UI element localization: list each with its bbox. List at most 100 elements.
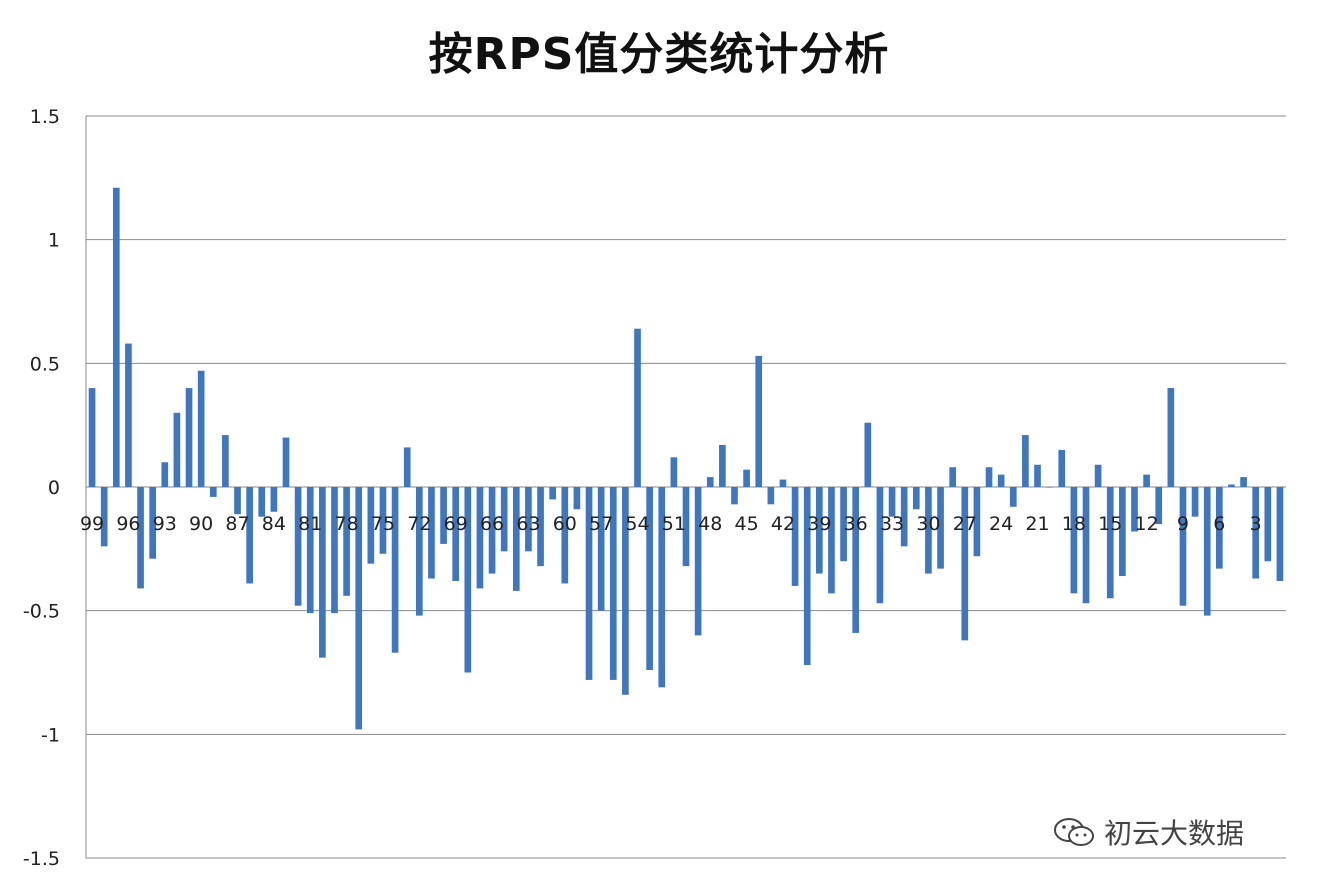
x-tick-label: 93	[153, 513, 177, 535]
x-tick-label: 69	[444, 513, 468, 535]
bar	[585, 487, 593, 680]
x-tick-label: 81	[298, 513, 322, 535]
y-tick-label: 0.5	[30, 353, 60, 375]
x-tick-label: 15	[1098, 513, 1122, 535]
bar	[197, 370, 205, 487]
bar	[900, 487, 908, 547]
watermark: 初云大数据	[1052, 812, 1244, 852]
bar	[779, 479, 787, 487]
x-tick-label: 27	[953, 513, 977, 535]
x-tick-label: 72	[407, 513, 431, 535]
bar	[185, 388, 193, 487]
bar	[706, 477, 714, 487]
x-tick-label: 3	[1250, 513, 1262, 535]
bar	[925, 487, 932, 574]
x-tick-label: 51	[662, 513, 686, 535]
bar	[803, 487, 811, 666]
x-tick-label: 24	[989, 513, 1013, 535]
x-tick-label: 39	[807, 513, 831, 535]
x-tick-label: 42	[771, 513, 795, 535]
bar	[949, 467, 956, 487]
bar	[1264, 487, 1272, 562]
x-tick-label: 30	[916, 513, 940, 535]
x-tick-label: 87	[225, 513, 249, 535]
bar	[1094, 464, 1102, 487]
x-tick-label: 96	[116, 513, 140, 535]
bar	[1046, 487, 1053, 488]
bar	[88, 388, 96, 487]
bar	[1155, 487, 1163, 525]
bar	[1106, 487, 1114, 599]
bar	[440, 487, 447, 544]
bar	[682, 487, 690, 567]
bar	[537, 487, 544, 567]
bar	[379, 487, 387, 554]
bar	[694, 487, 702, 636]
bar	[500, 487, 508, 552]
bar	[828, 487, 835, 594]
bar	[573, 487, 581, 510]
bar	[234, 487, 241, 515]
bar	[791, 487, 799, 586]
bar	[343, 487, 350, 596]
bar	[876, 487, 884, 604]
y-tick-label: -1.5	[23, 848, 60, 870]
bar	[1240, 477, 1247, 487]
bar	[1276, 487, 1284, 581]
bar	[525, 487, 532, 552]
bar	[622, 487, 629, 695]
bar	[1167, 388, 1175, 487]
bar	[246, 487, 253, 584]
bar	[464, 487, 472, 673]
bar	[609, 487, 617, 680]
bar	[270, 487, 278, 512]
bar	[561, 487, 569, 584]
bar	[1131, 487, 1138, 532]
bar	[209, 487, 217, 497]
bar	[428, 487, 435, 579]
x-tick-label: 33	[880, 513, 904, 535]
y-tick-label: 1.5	[30, 106, 60, 128]
y-tick-label: -1	[41, 724, 60, 746]
bar	[767, 487, 775, 505]
x-tick-label: 48	[698, 513, 722, 535]
x-tick-label: 63	[516, 513, 540, 535]
bar	[1216, 487, 1223, 569]
bar	[985, 467, 993, 487]
bar	[816, 487, 823, 574]
x-tick-label: 99	[80, 513, 104, 535]
bar	[670, 457, 678, 487]
bar	[597, 487, 605, 611]
bar	[391, 487, 399, 653]
bar	[258, 487, 266, 517]
bar	[512, 487, 520, 591]
watermark-text: 初云大数据	[1104, 817, 1245, 850]
bar	[1179, 487, 1187, 606]
bar	[864, 422, 872, 487]
bar	[755, 355, 763, 487]
bar	[319, 487, 326, 658]
bar	[1143, 474, 1150, 487]
bar	[719, 444, 726, 487]
bar	[549, 487, 556, 500]
bar	[112, 187, 120, 487]
x-tick-label: 84	[262, 513, 286, 535]
bar	[1082, 487, 1090, 604]
bar	[403, 447, 411, 487]
bar	[222, 435, 229, 487]
bar	[367, 487, 375, 564]
bar	[1228, 484, 1235, 487]
chart-title: 按RPS值分类统计分析	[428, 29, 890, 80]
bar	[658, 487, 666, 688]
x-tick-label: 60	[553, 513, 577, 535]
bar	[137, 487, 144, 589]
bar	[149, 487, 156, 559]
bar	[840, 487, 847, 562]
bar	[1022, 435, 1029, 487]
bar	[961, 487, 969, 641]
x-tick-label: 90	[189, 513, 213, 535]
x-tick-label: 18	[1062, 513, 1086, 535]
bar	[416, 487, 423, 616]
